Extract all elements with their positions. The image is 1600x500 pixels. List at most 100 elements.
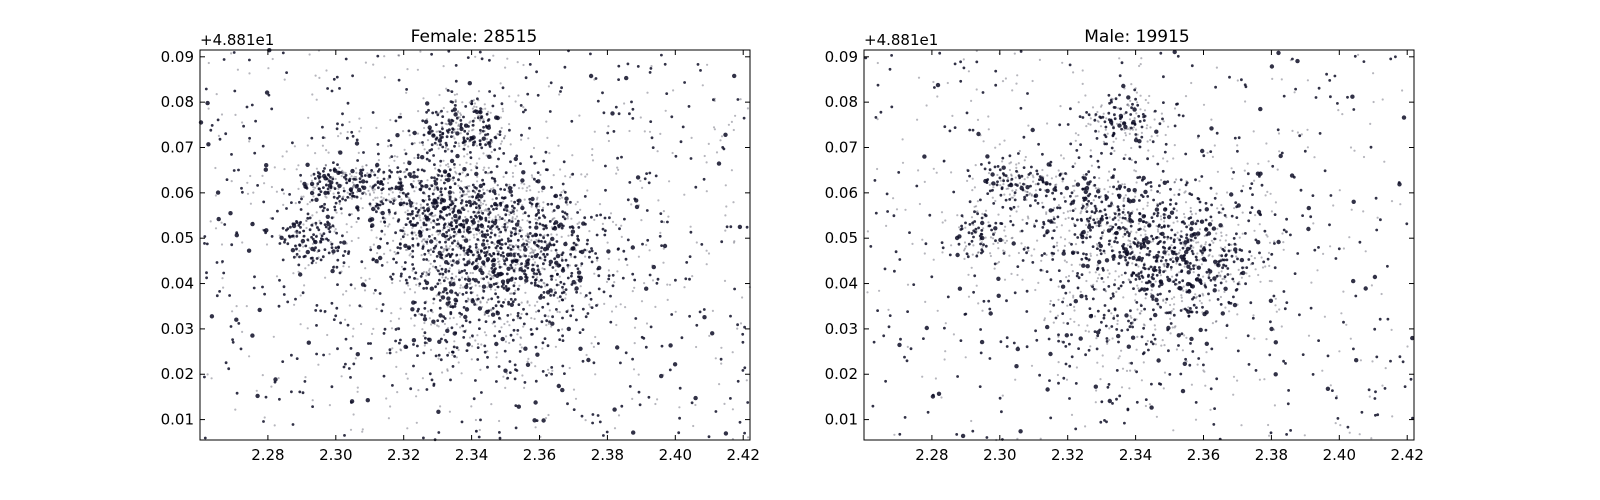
- female-point: [646, 91, 649, 94]
- female-point: [477, 90, 481, 93]
- female-point: [434, 110, 438, 114]
- female-point: [446, 368, 449, 371]
- female-point: [399, 307, 402, 310]
- male-point: [990, 172, 995, 177]
- female-point: [449, 158, 455, 164]
- male-point: [1045, 188, 1050, 194]
- male-point: [1254, 369, 1258, 372]
- female-point: [336, 184, 340, 187]
- male-point: [1325, 72, 1328, 76]
- female-point: [499, 203, 503, 207]
- female-point: [433, 141, 437, 145]
- male-point: [1373, 327, 1377, 331]
- female-point: [419, 275, 423, 278]
- male-point: [1134, 195, 1137, 198]
- female-point: [323, 310, 327, 313]
- female-point: [440, 295, 446, 300]
- male-point: [1073, 233, 1077, 236]
- female-point: [500, 126, 503, 130]
- female-point: [534, 379, 538, 383]
- male-point: [1289, 233, 1292, 237]
- female-point: [683, 81, 686, 84]
- female-point: [451, 350, 454, 354]
- female-x-tick-label: 2.30: [319, 446, 352, 464]
- female-point: [464, 143, 467, 146]
- female-point: [470, 405, 473, 408]
- female-point: [288, 193, 291, 196]
- female-point: [428, 267, 431, 270]
- female-point: [576, 267, 580, 271]
- female-point: [371, 206, 376, 212]
- female-point: [305, 219, 308, 222]
- female-point: [668, 180, 671, 183]
- female-point: [550, 321, 555, 326]
- male-point: [1175, 209, 1178, 212]
- female-point: [683, 286, 686, 289]
- female-point: [536, 196, 539, 199]
- female-point: [448, 351, 451, 354]
- male-point: [1219, 281, 1223, 285]
- female-point: [383, 327, 387, 331]
- female-point: [294, 244, 297, 248]
- female-point: [293, 236, 296, 239]
- female-point: [327, 251, 331, 255]
- male-point: [1309, 306, 1313, 310]
- male-point: [1162, 120, 1165, 123]
- female-point: [449, 256, 452, 259]
- female-point: [510, 195, 513, 198]
- female-point: [411, 249, 415, 253]
- male-point: [1345, 323, 1348, 326]
- female-point: [440, 210, 443, 214]
- male-point: [1131, 219, 1134, 222]
- female-point: [376, 252, 379, 255]
- female-point: [421, 229, 424, 232]
- female-point: [494, 341, 499, 347]
- female-point: [514, 404, 518, 407]
- female-point: [511, 300, 515, 304]
- female-point: [466, 190, 469, 193]
- female-point: [450, 90, 454, 93]
- male-point: [1096, 334, 1100, 338]
- male-point: [1124, 131, 1127, 135]
- female-point: [535, 70, 538, 74]
- male-point: [1201, 305, 1204, 309]
- female-point: [496, 240, 500, 243]
- male-point: [1129, 242, 1132, 245]
- female-point: [439, 212, 442, 215]
- male-point: [1163, 262, 1166, 266]
- female-point: [267, 67, 270, 70]
- male-point: [1146, 204, 1149, 207]
- male-point: [942, 159, 946, 163]
- female-point: [330, 89, 334, 93]
- female-point: [576, 270, 582, 275]
- female-point: [353, 183, 356, 186]
- female-point: [465, 193, 468, 196]
- female-point: [616, 156, 619, 160]
- female-point: [723, 402, 726, 405]
- female-point: [502, 196, 506, 200]
- female-point: [356, 159, 359, 162]
- female-point: [462, 306, 466, 309]
- female-point: [508, 183, 511, 186]
- female-point: [424, 240, 427, 243]
- female-point: [545, 319, 549, 323]
- female-point: [261, 285, 264, 289]
- female-point: [572, 241, 576, 245]
- female-point: [299, 323, 302, 326]
- female-point: [505, 287, 510, 292]
- female-point: [699, 69, 702, 72]
- female-point: [382, 177, 386, 181]
- female-point: [249, 202, 252, 205]
- male-point: [903, 416, 907, 419]
- female-point: [398, 191, 402, 194]
- female-point: [428, 228, 432, 231]
- female-point: [593, 218, 596, 221]
- female-point: [513, 292, 517, 295]
- female-point: [513, 377, 517, 381]
- male-point: [1100, 214, 1104, 218]
- male-point: [944, 350, 947, 353]
- female-point: [603, 302, 606, 305]
- female-point: [517, 232, 520, 235]
- female-point: [454, 100, 457, 103]
- male-point: [986, 192, 990, 196]
